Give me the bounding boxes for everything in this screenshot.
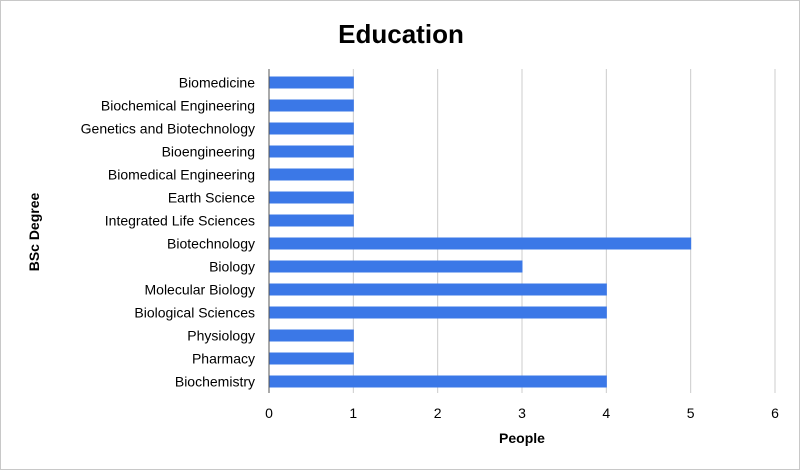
x-tick-label: 4 bbox=[602, 405, 610, 421]
x-tick-label: 6 bbox=[771, 405, 779, 421]
bar bbox=[269, 145, 354, 158]
bar bbox=[269, 375, 607, 388]
category-label: Biomedicine bbox=[179, 75, 255, 91]
x-tick-label: 0 bbox=[265, 405, 273, 421]
bar bbox=[269, 306, 607, 319]
bar bbox=[269, 283, 607, 296]
bar bbox=[269, 237, 692, 250]
category-label: Bioengineering bbox=[162, 144, 255, 160]
x-axis-label: People bbox=[499, 430, 545, 446]
category-label: Molecular Biology bbox=[145, 282, 256, 298]
category-labels: Biomedicine Biochemical Engineering Geneti… bbox=[81, 75, 256, 390]
category-label: Earth Science bbox=[168, 190, 255, 206]
bar bbox=[269, 260, 523, 273]
bar bbox=[269, 352, 354, 365]
category-label: Biochemical Engineering bbox=[101, 98, 255, 114]
bar bbox=[269, 99, 354, 112]
category-label: Pharmacy bbox=[192, 351, 255, 367]
category-label: Physiology bbox=[187, 328, 255, 344]
x-tick-label: 5 bbox=[687, 405, 695, 421]
category-label: Biomedical Engineering bbox=[108, 167, 255, 183]
category-label: Biochemistry bbox=[175, 374, 255, 390]
category-label: Integrated Life Sciences bbox=[105, 213, 255, 229]
bar bbox=[269, 168, 354, 181]
bar bbox=[269, 191, 354, 204]
category-label: Biotechnology bbox=[167, 236, 255, 252]
chart-title: Education bbox=[338, 19, 464, 49]
bar bbox=[269, 214, 354, 227]
bars bbox=[269, 76, 692, 388]
gridlines bbox=[268, 69, 776, 393]
bar bbox=[269, 76, 354, 89]
category-label: Biological Sciences bbox=[134, 305, 255, 321]
x-tick-label: 3 bbox=[518, 405, 526, 421]
y-axis-label: BSc Degree bbox=[26, 192, 42, 271]
bar bbox=[269, 122, 354, 135]
category-label: Genetics and Biotechnology bbox=[81, 121, 255, 137]
bar bbox=[269, 329, 354, 342]
category-label: Biology bbox=[209, 259, 255, 275]
x-tick-label: 2 bbox=[434, 405, 442, 421]
x-tick-labels: 0 1 2 3 4 5 6 bbox=[265, 405, 779, 421]
x-tick-label: 1 bbox=[349, 405, 357, 421]
